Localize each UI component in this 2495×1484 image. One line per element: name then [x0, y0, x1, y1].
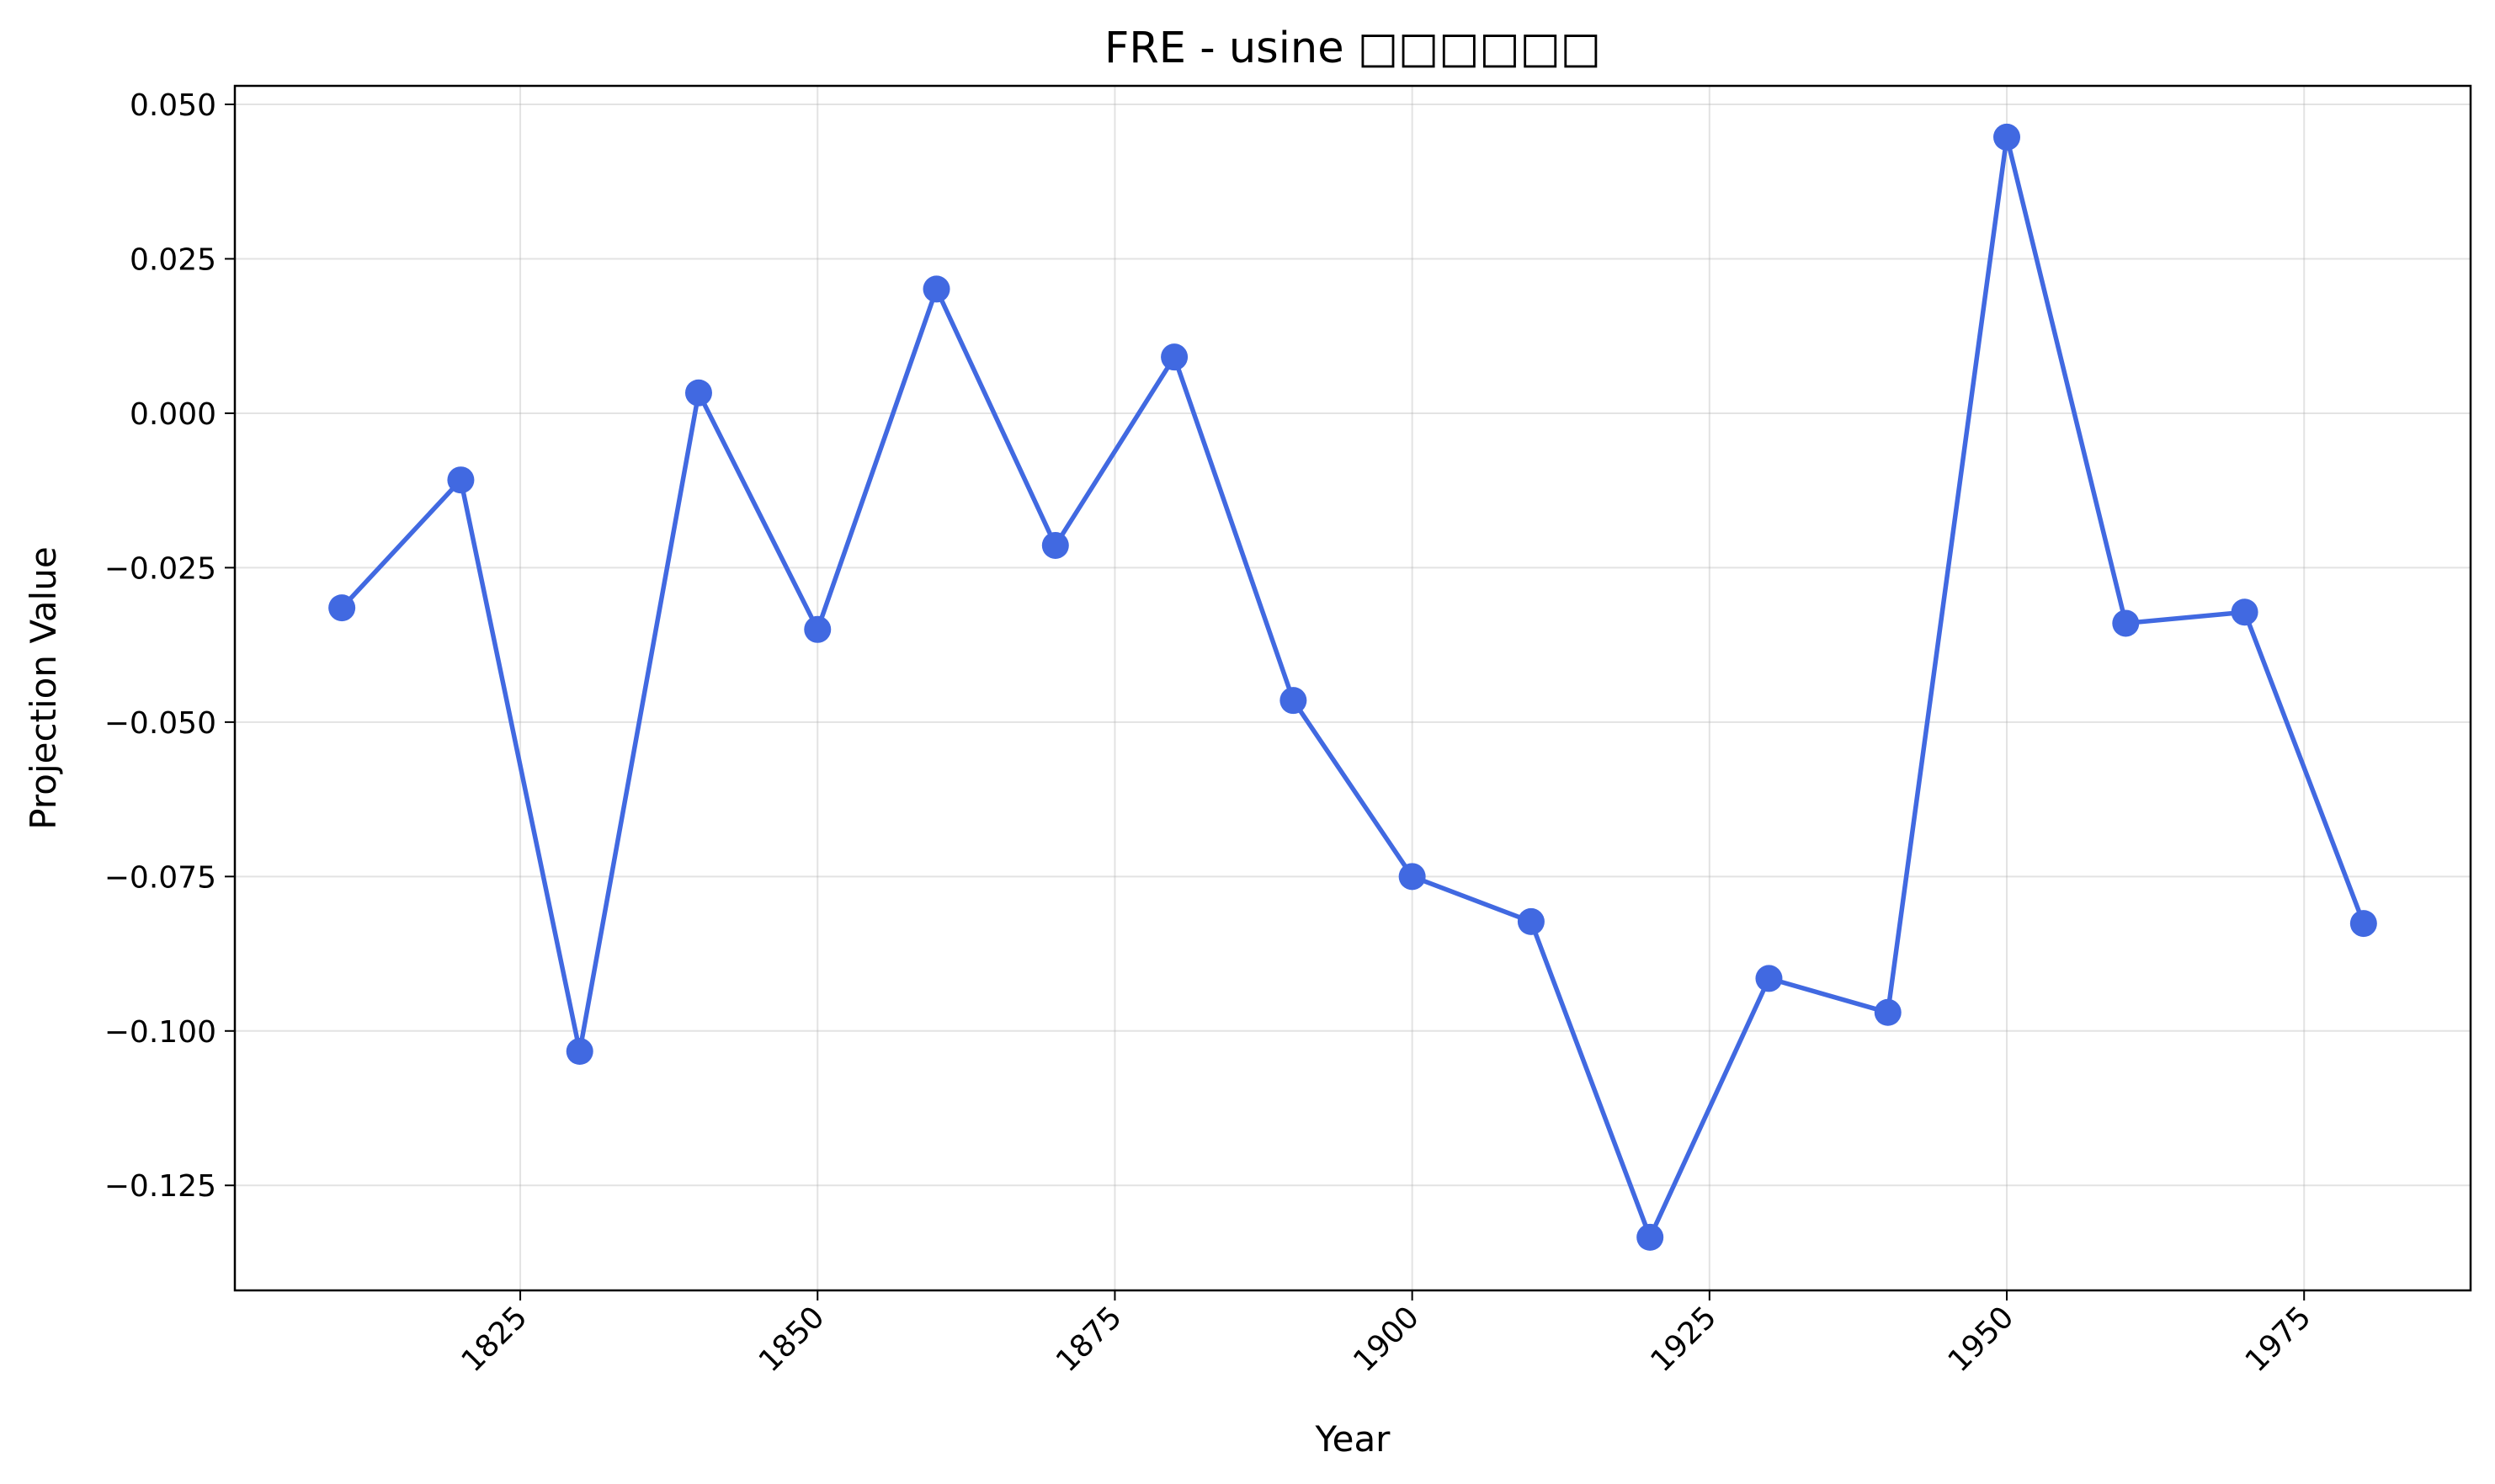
series-layer: [328, 123, 2377, 1251]
y-tick-label: 0.000: [130, 397, 216, 432]
data-point: [1874, 998, 1902, 1026]
series-line: [339, 135, 2366, 1240]
data-point: [447, 466, 475, 494]
data-point: [923, 275, 950, 303]
data-point: [2112, 609, 2140, 637]
chart-title: FRE - usine □□□□□□: [1104, 24, 1601, 73]
data-point: [804, 615, 832, 643]
grid: [235, 86, 2471, 1290]
y-tick-label: 0.050: [130, 88, 216, 123]
data-point: [1517, 907, 1545, 935]
data-point: [2349, 910, 2377, 938]
y-tick-label: −0.125: [104, 1169, 216, 1204]
x-axis-label: Year: [1315, 1418, 1391, 1460]
y-tick-label: 0.025: [130, 242, 216, 277]
y-tick-label: −0.075: [104, 860, 216, 895]
data-point: [1398, 863, 1426, 891]
data-point: [1279, 687, 1307, 715]
data-point: [1755, 965, 1783, 992]
y-tick-label: −0.025: [104, 551, 216, 586]
data-point: [2231, 598, 2258, 626]
y-tick-label: −0.050: [104, 706, 216, 741]
data-point: [1161, 343, 1189, 371]
data-point: [1041, 531, 1069, 559]
data-point: [566, 1038, 593, 1066]
y-tick-label: −0.100: [104, 1015, 216, 1050]
data-point: [1993, 123, 2021, 151]
data-point: [1636, 1223, 1664, 1251]
y-axis-label: Projection Value: [23, 546, 64, 829]
data-point: [328, 594, 356, 622]
plot-frame: [233, 84, 2472, 1292]
data-point: [684, 379, 712, 407]
